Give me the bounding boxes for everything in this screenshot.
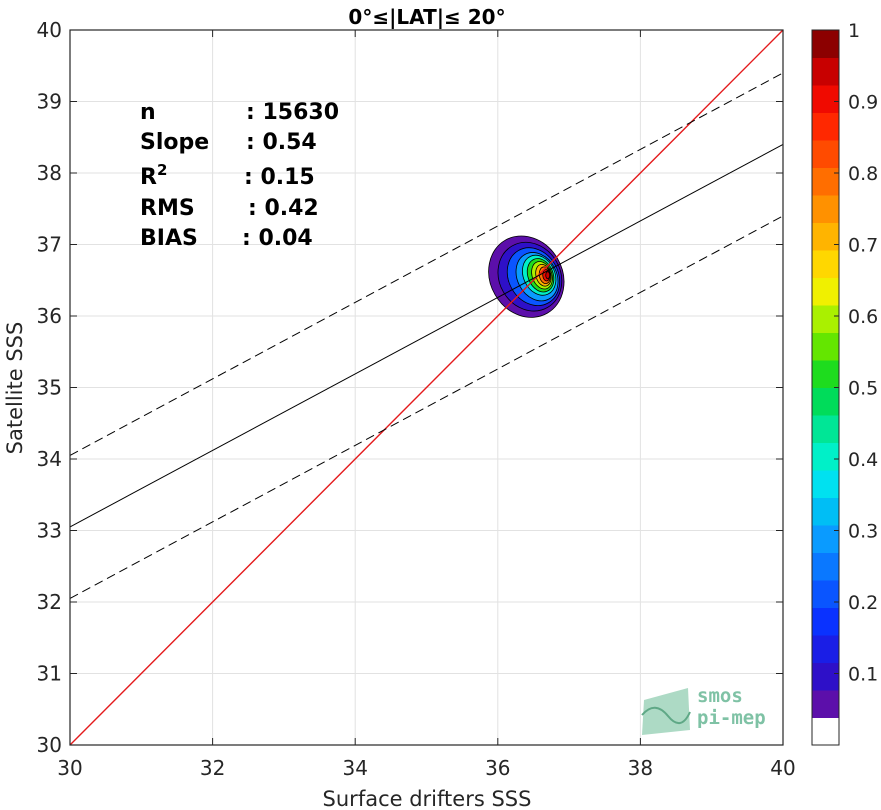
colorbar-swatch <box>812 305 839 333</box>
lower-bound-line <box>70 215 783 599</box>
colorbar-swatch <box>812 112 839 141</box>
colorbar-swatch <box>812 442 839 471</box>
chart-title: 0°≤|LAT|≤ 20° <box>348 5 505 29</box>
reference-lines <box>70 30 783 745</box>
watermark-logo: smos pi-mep <box>641 685 766 735</box>
stat-label: R2 <box>140 161 167 190</box>
density-contour <box>545 271 551 280</box>
stat-label: RMS <box>140 196 195 221</box>
colorbar-swatch <box>812 635 839 663</box>
x-tick-label: 32 <box>200 756 225 780</box>
colorbar-swatch <box>812 277 839 306</box>
x-tick-label: 34 <box>342 756 367 780</box>
colorbar-swatch <box>812 580 839 608</box>
colorbar: 0.1 0.2 0.3 0.4 0.5 0.6 0.7 0.8 0.9 1 <box>811 20 878 746</box>
x-tick-label: 30 <box>57 756 82 780</box>
colorbar-tick-label: 0.3 <box>848 521 878 543</box>
colorbar-swatch <box>812 30 839 58</box>
stats-block: n : 15630 Slope : 0.54 R2 : 0.15 RMS : 0.42 BIAS… <box>140 100 339 251</box>
colorbar-swatch <box>812 470 839 498</box>
stat-value: : 0.15 <box>244 165 315 190</box>
x-tick-label: 40 <box>770 756 795 780</box>
watermark-icon <box>642 688 690 735</box>
y-axis-label: Satellite SSS <box>3 322 27 455</box>
colorbar-tick-label: 0.9 <box>848 92 878 114</box>
colorbar-swatch <box>812 717 839 746</box>
colorbar-swatch <box>812 525 839 553</box>
stat-label: n <box>140 100 156 125</box>
stat-value: : 0.04 <box>242 226 313 251</box>
density-contours <box>488 235 565 318</box>
colorbar-swatch <box>812 607 839 636</box>
colorbar-swatch <box>812 250 839 278</box>
colorbar-tick-label: 0.8 <box>848 163 878 185</box>
colorbar-swatch <box>812 662 839 691</box>
watermark-text-smos: smos <box>697 685 743 707</box>
stat-label-superscript: 2 <box>157 161 167 179</box>
colorbar-tick-label: 0.4 <box>848 449 878 471</box>
stat-label: BIAS <box>140 226 198 251</box>
colorbar-swatch <box>812 222 839 251</box>
colorbar-swatch <box>812 690 839 718</box>
regression-line <box>70 143 783 528</box>
colorbar-swatch <box>812 552 839 581</box>
stat-label: Slope <box>140 130 209 155</box>
y-tick-label: 34 <box>37 447 62 471</box>
watermark-icon-wave <box>641 706 691 724</box>
stat-value: : 15630 <box>246 100 339 125</box>
colorbar-swatch <box>812 387 839 416</box>
colorbar-swatch <box>812 195 839 223</box>
colorbar-swatch <box>812 85 839 113</box>
upper-bound-line <box>70 72 783 456</box>
colorbar-swatch <box>812 497 839 526</box>
x-tick-label: 36 <box>485 756 510 780</box>
colorbar-swatch <box>812 140 839 168</box>
colorbar-tick-label: 1 <box>848 20 860 42</box>
identity-line <box>70 30 783 745</box>
y-tick-label: 40 <box>37 18 62 42</box>
y-tick-label: 32 <box>37 590 62 614</box>
watermark-text-pimep: pi-mep <box>697 707 766 729</box>
stat-value: : 0.54 <box>246 130 317 155</box>
colorbar-swatch <box>812 360 839 388</box>
y-tick-label: 37 <box>37 233 62 257</box>
colorbar-tick-label: 0.5 <box>848 378 878 400</box>
y-tick-label: 38 <box>37 161 62 185</box>
y-tick-label: 39 <box>37 90 62 114</box>
colorbar-swatch <box>812 57 839 86</box>
y-tick-label: 33 <box>37 519 62 543</box>
y-tick-label: 31 <box>37 662 62 686</box>
colorbar-swatch <box>812 167 839 196</box>
colorbar-swatch <box>812 332 839 361</box>
x-axis-label: Surface drifters SSS <box>323 787 532 810</box>
colorbar-swatch <box>812 415 839 443</box>
x-tick-label: 38 <box>628 756 653 780</box>
colorbar-tick-label: 0.7 <box>848 235 878 257</box>
y-tick-label: 30 <box>37 733 62 757</box>
colorbar-tick-label: 0.2 <box>848 592 878 614</box>
plot-area: 30 32 34 36 38 40 30 31 32 33 34 35 36 37 38 39 40 n : 156… <box>37 18 796 780</box>
y-tick-label: 35 <box>37 376 62 400</box>
y-tick-label: 36 <box>37 304 62 328</box>
colorbar-tick-label: 0.6 <box>848 306 878 328</box>
colorbar-tick-label: 0.1 <box>848 664 878 686</box>
stat-value: : 0.42 <box>248 196 319 221</box>
